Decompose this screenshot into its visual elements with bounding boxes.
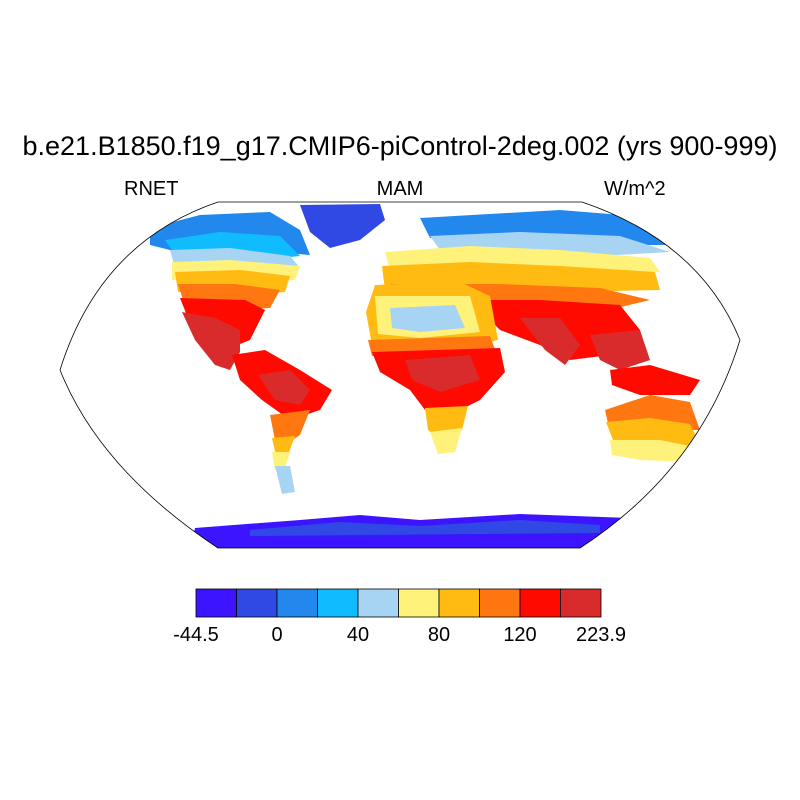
colorbar-swatch — [560, 588, 602, 618]
colorbar-swatch — [479, 588, 521, 618]
south-america-tip-field — [275, 466, 295, 494]
colorbar-swatch — [438, 588, 480, 618]
australia-south-field — [610, 440, 700, 462]
colorbar-tick-label: 80 — [427, 624, 451, 646]
colorbar-swatch — [195, 588, 237, 618]
plot-title: b.e21.B1850.f19_g17.CMIP6-piControl-2deg… — [22, 131, 778, 161]
field-layer — [150, 204, 700, 548]
colorbar-tick-label: 0 — [271, 624, 283, 646]
central-africa-dark-field — [405, 355, 480, 392]
map-outline — [59, 201, 741, 549]
southeast-asia-field — [590, 330, 650, 370]
season-label: MAM — [376, 178, 424, 200]
south-america-taper-field — [270, 410, 310, 445]
variable-label: RNET — [124, 178, 179, 200]
north-america-south-field — [182, 312, 240, 370]
colorbar-swatch — [398, 588, 440, 618]
sahara-pale-field — [390, 305, 465, 332]
colorbar-tick-label: 40 — [346, 624, 370, 646]
colorbar-swatch — [357, 588, 399, 618]
colorbar-swatch — [276, 588, 318, 618]
colorbar — [195, 588, 602, 618]
south-america-yellow-field — [272, 452, 290, 470]
units-label: W/m^2 — [604, 178, 666, 200]
south-asia-field — [520, 318, 580, 365]
colorbar-swatch — [236, 588, 278, 618]
colorbar-swatch — [519, 588, 561, 618]
greenland-field — [300, 204, 385, 248]
south-america-center-field — [258, 370, 310, 405]
maritime-continent-field — [610, 365, 700, 395]
colorbar-tick-label: -44.5 — [173, 624, 219, 646]
colorbar-tick-label: 223.9 — [575, 624, 627, 646]
south-africa-yellow-field — [430, 428, 462, 454]
colorbar-tick-label: 120 — [503, 624, 537, 646]
south-america-orange-field — [272, 436, 295, 456]
antarctica-coast-band — [250, 520, 600, 536]
colorbar-swatch — [317, 588, 359, 618]
